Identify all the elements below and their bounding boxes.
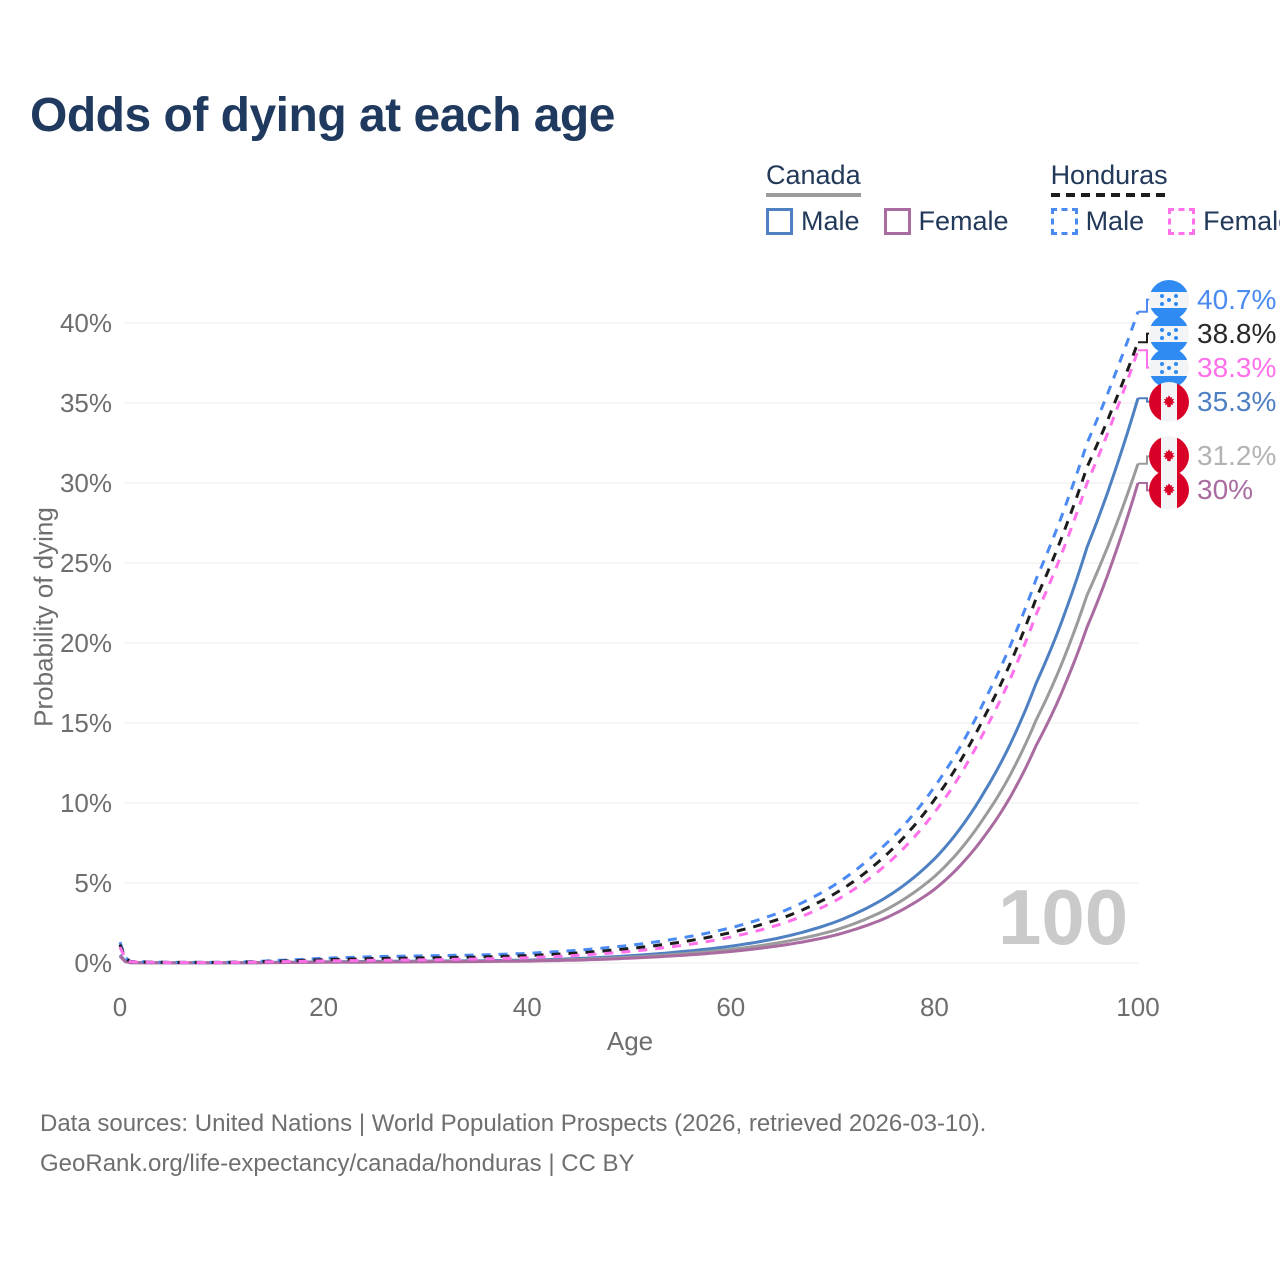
x-tick-label: 100 [1116, 992, 1159, 1022]
legend-country-canada[interactable]: Canada [766, 160, 861, 197]
legend-item-label: Male [801, 206, 860, 236]
x-tick-label: 80 [920, 992, 949, 1022]
legend-country-label: Honduras [1050, 160, 1168, 190]
series-line-honduras-both-sexes[interactable] [118, 341, 1140, 964]
y-tick-label: 40% [60, 308, 112, 338]
canada-all-line-swatch [766, 193, 861, 197]
canada-male-swatch [766, 208, 793, 235]
x-tick-label: 20 [309, 992, 338, 1022]
series-line-honduras-female[interactable] [118, 349, 1140, 964]
page-title: Odds of dying at each age [30, 89, 615, 142]
y-tick-label: 30% [60, 468, 112, 498]
legend-group-honduras: Honduras Male Female [1050, 160, 1280, 237]
series-line-honduras-male[interactable] [118, 311, 1140, 964]
honduras-female-swatch [1168, 208, 1196, 235]
x-tick-label: 40 [513, 992, 542, 1022]
end-label-connector [1138, 482, 1153, 492]
legend-item-canada-male[interactable]: Male [766, 206, 860, 237]
y-tick-label: 5% [74, 868, 112, 898]
y-tick-label: 15% [60, 708, 112, 738]
y-tick-label: 20% [60, 628, 112, 658]
legend-country-label: Canada [766, 160, 861, 190]
y-tick-label: 10% [60, 788, 112, 818]
legend: Canada Male Female Honduras [766, 160, 1280, 237]
age-counter-watermark: 100 [998, 873, 1129, 961]
legend-country-honduras[interactable]: Honduras [1050, 160, 1168, 197]
end-label-connector [1138, 349, 1153, 369]
y-tick-label: 35% [60, 388, 112, 418]
legend-group-canada: Canada Male Female [766, 160, 1009, 237]
honduras-male-swatch [1050, 208, 1078, 235]
canada-female-swatch [883, 208, 911, 235]
x-axis-title: Age [606, 1026, 654, 1056]
legend-item-label: Female [1203, 206, 1280, 236]
legend-item-honduras-female[interactable]: Female [1168, 206, 1280, 237]
x-tick-label: 60 [716, 992, 745, 1022]
y-tick-label: 0% [74, 948, 112, 978]
legend-item-honduras-male[interactable]: Male [1050, 206, 1145, 237]
end-label-connector [1138, 455, 1153, 465]
end-label-connector [1138, 397, 1153, 403]
footer-sources: Data sources: United Nations | World Pop… [40, 1110, 987, 1137]
end-label-connector [1138, 332, 1153, 344]
footer: Data sources: United Nations | World Pop… [40, 1104, 986, 1184]
x-tick-label: 0 [113, 992, 127, 1022]
y-tick-label: 25% [60, 548, 112, 578]
footer-attribution: GeoRank.org/life-expectancy/canada/hondu… [40, 1150, 635, 1177]
end-label-connector [1138, 298, 1153, 313]
legend-item-label: Male [1085, 206, 1145, 236]
y-axis-title: Probability of dying [28, 507, 59, 727]
legend-item-canada-female[interactable]: Female [883, 206, 1009, 237]
legend-item-label: Female [918, 206, 1009, 236]
honduras-all-line-swatch [1050, 193, 1168, 197]
